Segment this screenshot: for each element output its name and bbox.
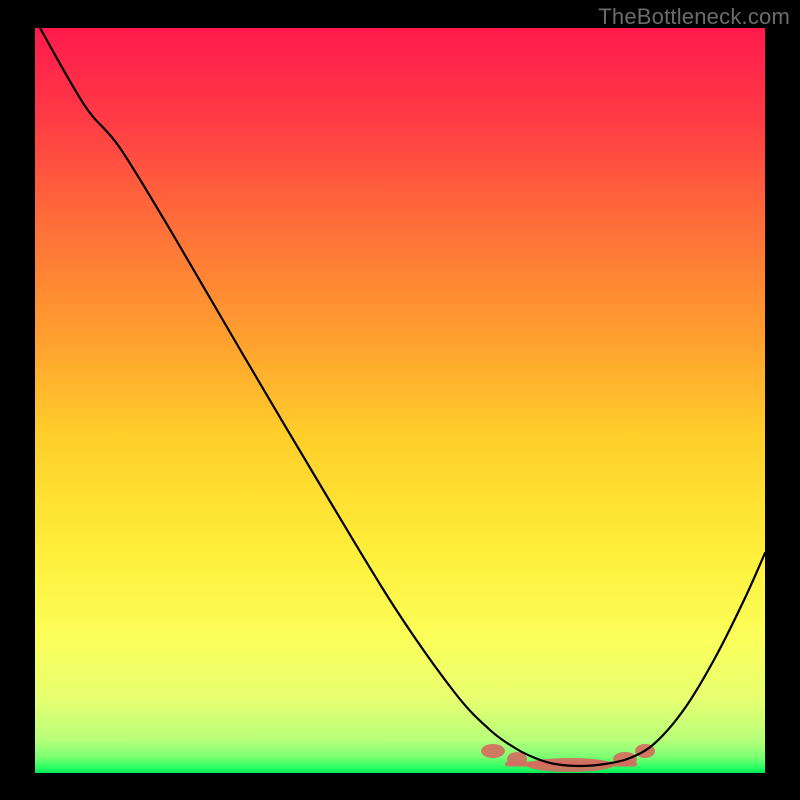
gradient-chart-svg: [35, 28, 765, 773]
plot-area: [35, 28, 765, 773]
watermark-text: TheBottleneck.com: [598, 4, 790, 30]
chart-frame: TheBottleneck.com: [0, 0, 800, 800]
gradient-background: [35, 28, 765, 773]
